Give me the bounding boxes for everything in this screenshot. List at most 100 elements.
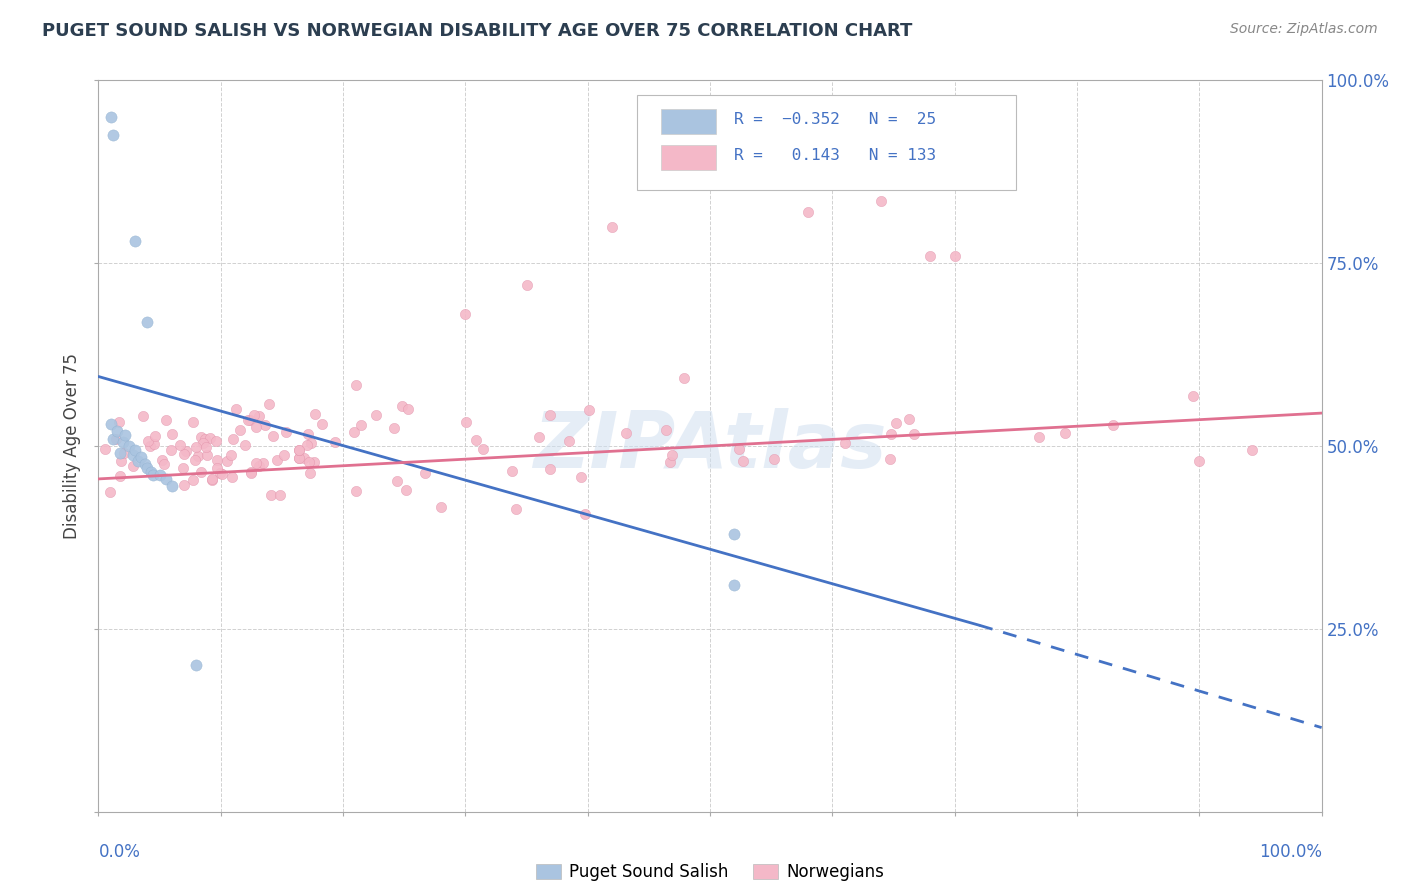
- Point: [143, 429, 166, 443]
- Point: [194, 440, 217, 454]
- Point: [558, 434, 581, 449]
- Point: [396, 401, 419, 416]
- Point: [229, 423, 252, 437]
- Point: [134, 458, 156, 472]
- Point: [138, 434, 160, 449]
- Point: [1028, 430, 1050, 444]
- Point: [152, 457, 174, 471]
- Text: R =  −0.352   N =  25: R = −0.352 N = 25: [734, 112, 936, 127]
- Point: [155, 472, 177, 486]
- Point: [101, 128, 124, 143]
- Point: [242, 408, 264, 422]
- Point: [903, 427, 925, 442]
- Point: [292, 450, 315, 465]
- Point: [578, 403, 600, 417]
- Point: [173, 478, 195, 492]
- Point: [269, 488, 291, 502]
- Point: [879, 451, 901, 466]
- Point: [288, 450, 311, 465]
- Point: [723, 150, 745, 164]
- Point: [257, 397, 280, 411]
- Point: [527, 430, 550, 444]
- Point: [762, 452, 785, 467]
- Point: [262, 429, 284, 443]
- Point: [323, 435, 346, 450]
- Point: [344, 377, 367, 392]
- Point: [104, 433, 127, 447]
- Bar: [661, 109, 716, 134]
- Point: [194, 432, 217, 446]
- Point: [898, 411, 921, 425]
- Point: [201, 473, 224, 487]
- Point: [350, 418, 373, 433]
- Point: [574, 507, 596, 521]
- Point: [107, 415, 129, 429]
- Text: 100.0%: 100.0%: [1258, 843, 1322, 861]
- Point: [183, 474, 205, 488]
- Point: [1181, 389, 1204, 403]
- Point: [600, 219, 623, 234]
- Point: [661, 448, 683, 462]
- Y-axis label: Disability Age Over 75: Disability Age Over 75: [63, 353, 82, 539]
- Point: [187, 449, 209, 463]
- Point: [538, 408, 561, 422]
- Point: [298, 466, 321, 480]
- Point: [299, 435, 322, 450]
- Point: [672, 371, 695, 385]
- Point: [114, 428, 136, 442]
- Point: [247, 409, 270, 423]
- Point: [834, 435, 856, 450]
- Point: [236, 413, 259, 427]
- Point: [391, 399, 413, 413]
- Point: [252, 456, 274, 470]
- Point: [245, 419, 267, 434]
- Point: [413, 466, 436, 480]
- Text: ZIPAtlas: ZIPAtlas: [533, 408, 887, 484]
- Point: [129, 450, 152, 464]
- Point: [142, 437, 165, 451]
- Text: Source: ZipAtlas.com: Source: ZipAtlas.com: [1230, 22, 1378, 37]
- Point: [124, 442, 146, 457]
- Point: [208, 466, 231, 480]
- Point: [174, 444, 197, 458]
- Point: [136, 315, 159, 329]
- Point: [943, 249, 966, 263]
- Point: [344, 484, 367, 499]
- Point: [723, 526, 745, 541]
- Point: [112, 446, 135, 460]
- Text: PUGET SOUND SALISH VS NORWEGIAN DISABILITY AGE OVER 75 CORRELATION CHART: PUGET SOUND SALISH VS NORWEGIAN DISABILI…: [42, 22, 912, 40]
- Point: [198, 432, 221, 446]
- Point: [1188, 454, 1211, 468]
- Point: [211, 467, 233, 481]
- Point: [430, 500, 453, 514]
- Point: [395, 483, 418, 497]
- Point: [456, 415, 478, 429]
- Point: [195, 448, 218, 462]
- Point: [728, 442, 751, 456]
- Point: [920, 249, 942, 263]
- Point: [297, 426, 319, 441]
- Point: [287, 442, 309, 457]
- Point: [302, 455, 325, 469]
- Point: [184, 440, 207, 454]
- Point: [124, 234, 146, 248]
- Point: [191, 435, 214, 450]
- Point: [205, 453, 228, 467]
- Point: [169, 438, 191, 452]
- Point: [121, 448, 143, 462]
- Point: [247, 458, 270, 473]
- Point: [150, 453, 173, 467]
- Point: [100, 417, 122, 431]
- Point: [266, 452, 288, 467]
- FancyBboxPatch shape: [637, 95, 1015, 190]
- Point: [160, 479, 183, 493]
- Point: [132, 409, 155, 423]
- Point: [1053, 426, 1076, 441]
- Point: [205, 434, 228, 448]
- Point: [221, 448, 243, 462]
- Point: [723, 578, 745, 592]
- Point: [614, 426, 637, 441]
- Point: [110, 446, 132, 460]
- Point: [101, 432, 124, 446]
- Point: [190, 465, 212, 479]
